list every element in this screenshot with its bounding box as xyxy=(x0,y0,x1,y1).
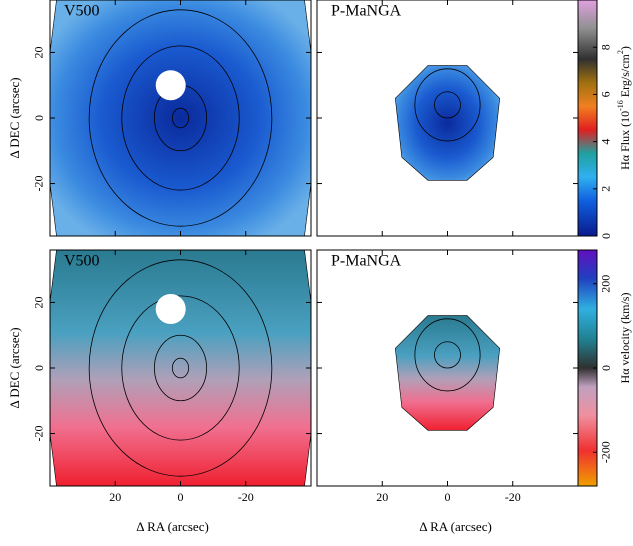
colorbar-tick-label: 0 xyxy=(599,233,613,239)
colorbar xyxy=(577,0,598,237)
panel-label: V500 xyxy=(64,3,100,20)
contour xyxy=(434,341,461,369)
map-image xyxy=(394,315,501,431)
y-tick-label: 20 xyxy=(32,46,46,58)
y-axis-label: Δ DEC (arcsec) xyxy=(7,327,22,408)
colorbar-tick-label: 0 xyxy=(599,365,613,371)
x-tick-label: -20 xyxy=(238,490,254,504)
y-tick-label: 0 xyxy=(32,365,46,371)
colorbar-label-part: ) xyxy=(618,46,632,50)
colorbar-tick-label: 8 xyxy=(599,44,613,50)
colorbar-tick-label: 2 xyxy=(599,186,613,192)
panel-label: V500 xyxy=(64,253,100,270)
contour xyxy=(414,318,481,392)
panel-label: P-MaNGA xyxy=(331,3,402,20)
colorbar-tick-label: 200 xyxy=(599,275,613,293)
map-panel xyxy=(49,249,312,487)
map-panel xyxy=(394,65,501,181)
y-tick-label: -20 xyxy=(32,426,46,442)
contour xyxy=(88,9,273,227)
contour xyxy=(171,357,190,379)
contour xyxy=(121,295,240,441)
x-tick-label: 20 xyxy=(109,490,121,504)
colorbar-label-part: Hα velocity (km/s) xyxy=(618,293,632,384)
masked-star xyxy=(155,70,186,101)
x-tick-label: 20 xyxy=(376,490,388,504)
x-axis-label: Δ RA (arcsec) xyxy=(419,519,492,534)
y-tick-label: 0 xyxy=(32,115,46,121)
map-panel xyxy=(49,0,312,237)
contour xyxy=(88,259,273,477)
colorbar-label: Hα Flux (10-16 Erg/s/cm2) xyxy=(616,46,631,170)
contour xyxy=(153,334,207,402)
contour xyxy=(171,107,190,129)
x-tick-label: 0 xyxy=(445,490,451,504)
colorbar-label-part: -16 xyxy=(616,100,625,111)
x-tick-label: -20 xyxy=(505,490,521,504)
x-axis-label: Δ RA (arcsec) xyxy=(136,519,209,534)
colorbar-tick-label: 4 xyxy=(599,139,613,145)
colorbar-tick-label: -200 xyxy=(599,441,613,463)
masked-star xyxy=(155,294,186,324)
contour xyxy=(121,45,240,191)
colorbar-label-part: Erg/s/cm xyxy=(618,53,632,100)
x-tick-label: 0 xyxy=(178,490,184,504)
y-tick-label: 20 xyxy=(32,296,46,308)
colorbar-label-part: 2 xyxy=(616,50,625,54)
contour xyxy=(414,68,481,142)
y-axis-label: Δ DEC (arcsec) xyxy=(7,77,22,158)
colorbar-tick-label: 6 xyxy=(599,91,613,97)
colorbar-label-part: Hα Flux (10 xyxy=(618,111,632,170)
y-tick-label: -20 xyxy=(32,176,46,192)
map-image xyxy=(394,65,501,181)
contour xyxy=(434,91,461,119)
colorbar-label: Hα velocity (km/s) xyxy=(618,293,632,384)
map-panel xyxy=(394,315,501,431)
panel-label: P-MaNGA xyxy=(331,253,402,270)
